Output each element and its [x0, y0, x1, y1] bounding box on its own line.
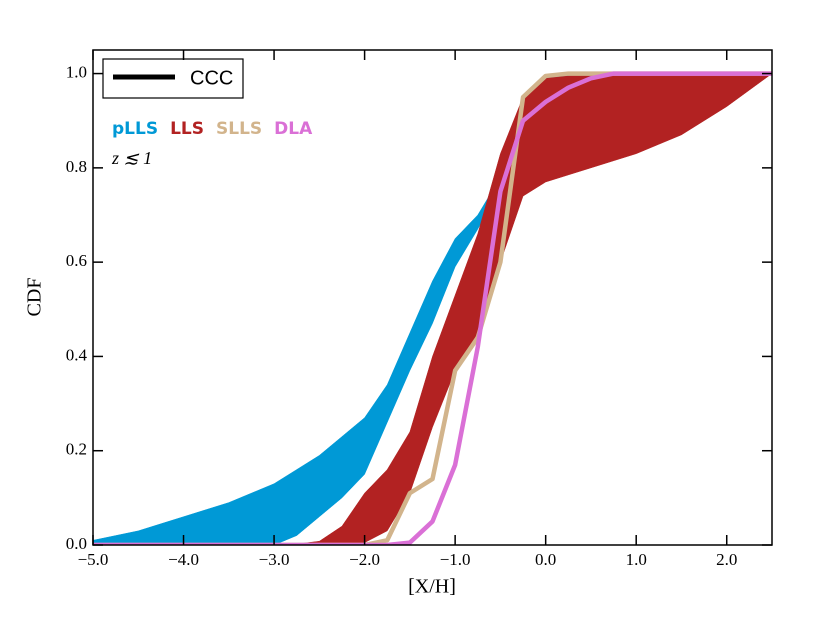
legend-label: CCC	[190, 67, 233, 89]
line	[93, 71, 772, 545]
y-tick-label: 0.0	[66, 534, 87, 553]
x-tick-label: −5.0	[78, 550, 109, 569]
annotation: z ≲ 1	[111, 148, 152, 168]
y-tick-label: 0.8	[66, 157, 87, 176]
x-tick-label: 2.0	[716, 550, 737, 569]
plot-area	[93, 71, 772, 545]
legend-entry: pLLS	[112, 119, 158, 139]
x-tick-label: 0.0	[535, 550, 556, 569]
band	[93, 73, 772, 545]
legend-entry: SLLS	[216, 119, 262, 139]
x-tick-label: −4.0	[168, 550, 199, 569]
legend-entry: LLS	[170, 119, 204, 139]
y-tick-label: 0.6	[66, 251, 87, 270]
y-tick-label: 0.4	[66, 345, 88, 364]
y-axis-label: CDF	[24, 278, 46, 317]
y-tick-label: 0.2	[66, 440, 87, 459]
legend-entry: DLA	[274, 119, 313, 139]
x-tick-label: −3.0	[259, 550, 290, 569]
x-tick-label: −2.0	[349, 550, 380, 569]
x-axis-label: [X/H]	[408, 576, 456, 598]
y-tick-label: 1.0	[66, 62, 87, 81]
x-tick-label: −1.0	[440, 550, 471, 569]
axes-frame	[92, 49, 773, 546]
x-tick-label: 1.0	[626, 550, 647, 569]
